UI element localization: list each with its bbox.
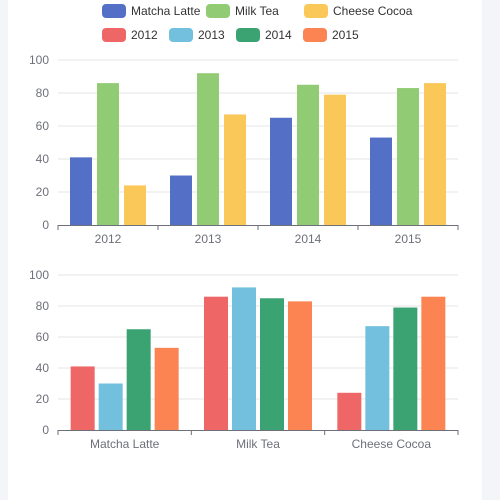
legend-swatch-2013 — [169, 28, 193, 42]
y-tick-label-20: 20 — [36, 392, 50, 406]
x-tick-label-2013: 2013 — [195, 232, 222, 246]
y-tick-label-60: 60 — [36, 330, 50, 344]
legend-item-milk-tea[interactable]: Milk Tea — [206, 4, 279, 18]
left-panel-strip — [0, 0, 8, 500]
bar-matcha-latte-2015[interactable] — [370, 137, 392, 225]
y-tick-label-80: 80 — [36, 86, 50, 100]
legend-item-2015[interactable]: 2015 — [303, 28, 359, 42]
legend-label-matcha-latte: Matcha Latte — [131, 4, 201, 18]
y-tick-label-20: 20 — [36, 185, 50, 199]
legend-swatch-2014 — [236, 28, 260, 42]
bar-2013-matcha-latte[interactable] — [98, 383, 123, 431]
y-tick-label-0: 0 — [42, 218, 49, 232]
bar-2014-cheese-cocoa[interactable] — [393, 307, 418, 430]
bar-2014-milk-tea[interactable] — [260, 298, 284, 430]
bar-milk-tea-2012[interactable] — [97, 83, 119, 225]
bar-cheese-cocoa-2014[interactable] — [324, 94, 346, 226]
x-tick-label-2015: 2015 — [395, 232, 422, 246]
legend-label-2013: 2013 — [198, 28, 225, 42]
x-tick-label-2014: 2014 — [295, 232, 322, 246]
legend-label-milk-tea: Milk Tea — [235, 4, 279, 18]
chart-1: 0 20 40 60 80 100 2012 2013 2014 2015 Matcha Latte… — [29, 4, 459, 246]
legend-item-cheese-cocoa[interactable]: Cheese Cocoa — [304, 4, 413, 18]
legend-swatch-cheese-cocoa — [304, 4, 328, 18]
legend-swatch-matcha-latte — [102, 4, 126, 18]
bar-milk-tea-2015[interactable] — [397, 88, 419, 225]
chart-2: 0 20 40 60 80 100 Matcha Latte Milk Tea Cheese C… — [29, 28, 459, 451]
bar-2012-cheese-cocoa[interactable] — [337, 392, 362, 430]
bar-2015-milk-tea[interactable] — [288, 301, 312, 430]
legend-item-2013[interactable]: 2013 — [169, 28, 225, 42]
y-tick-label-80: 80 — [36, 299, 50, 313]
bar-cheese-cocoa-2015[interactable] — [424, 83, 446, 225]
bar-matcha-latte-2013[interactable] — [170, 175, 192, 226]
bar-matcha-latte-2012[interactable] — [70, 157, 92, 225]
y-tick-label-40: 40 — [36, 361, 50, 375]
x-tick-label-matcha-latte: Matcha Latte — [90, 437, 160, 451]
legend-item-2012[interactable]: 2012 — [102, 28, 158, 42]
legend-label-2015: 2015 — [332, 28, 359, 42]
legend-item-matcha-latte[interactable]: Matcha Latte — [102, 4, 201, 18]
bar-2013-milk-tea[interactable] — [232, 287, 256, 430]
legend-label-2012: 2012 — [131, 28, 158, 42]
bar-milk-tea-2013[interactable] — [197, 73, 219, 225]
x-tick-label-milk-tea: Milk Tea — [236, 437, 280, 451]
y-tick-label-100: 100 — [29, 53, 49, 67]
right-panel-strip — [482, 0, 500, 500]
x-tick-label-2012: 2012 — [95, 232, 122, 246]
legend-item-2014[interactable]: 2014 — [236, 28, 292, 42]
bar-matcha-latte-2014[interactable] — [270, 117, 292, 225]
bar-milk-tea-2014[interactable] — [297, 84, 319, 225]
y-tick-label-0: 0 — [42, 423, 49, 437]
y-tick-label-60: 60 — [36, 119, 50, 133]
legend-swatch-2012 — [102, 28, 126, 42]
bar-2012-milk-tea[interactable] — [204, 296, 228, 430]
y-tick-label-100: 100 — [29, 268, 49, 282]
legend-swatch-milk-tea — [206, 4, 230, 18]
legend-label-2014: 2014 — [265, 28, 292, 42]
bar-cheese-cocoa-2013[interactable] — [224, 114, 246, 225]
legend-swatch-2015 — [303, 28, 327, 42]
bar-2013-cheese-cocoa[interactable] — [365, 326, 390, 430]
legend-label-cheese-cocoa: Cheese Cocoa — [333, 4, 413, 18]
bar-2012-matcha-latte[interactable] — [70, 366, 95, 430]
y-tick-label-40: 40 — [36, 152, 50, 166]
bar-2015-matcha-latte[interactable] — [154, 347, 179, 430]
bar-cheese-cocoa-2012[interactable] — [124, 185, 146, 225]
x-tick-label-cheese-cocoa: Cheese Cocoa — [352, 437, 432, 451]
bar-2014-matcha-latte[interactable] — [126, 329, 151, 430]
bar-2015-cheese-cocoa[interactable] — [421, 296, 446, 430]
